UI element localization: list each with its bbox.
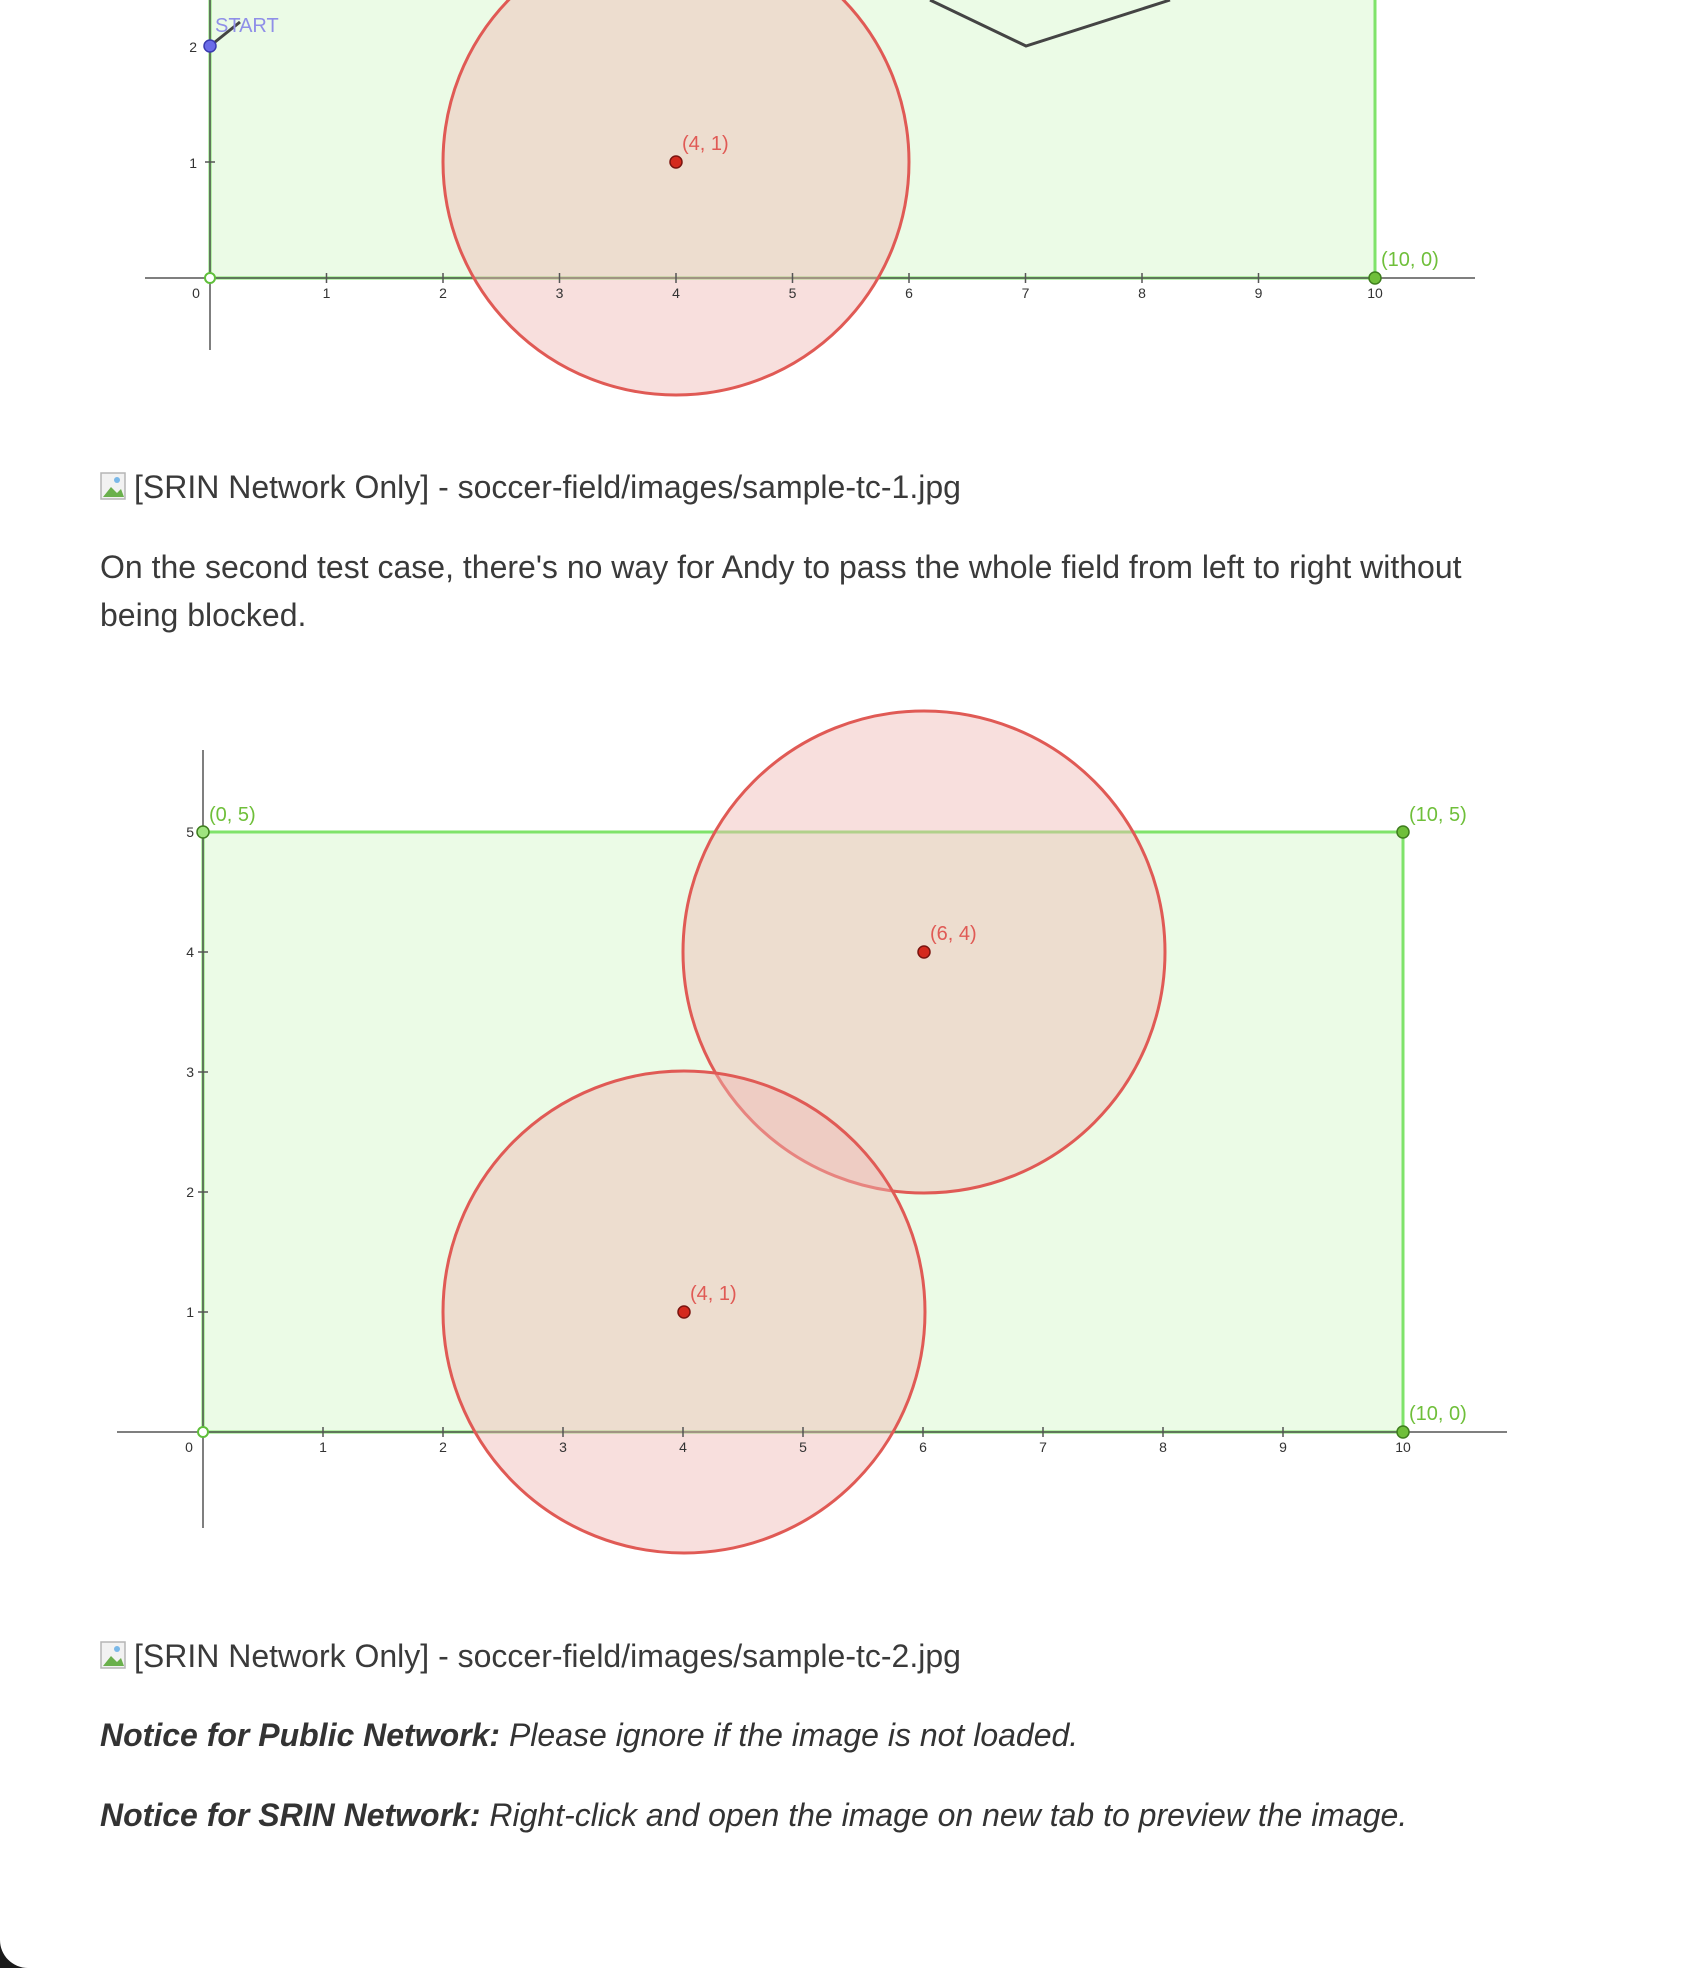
x-tick-label: 6 [905,285,913,301]
notice-public-label: Notice for Public Network: [100,1717,501,1753]
origin-point [204,272,216,284]
corner-top-right-point [1396,825,1410,839]
x-tick-label: 10 [1367,285,1383,301]
broken-image-icon [100,1640,132,1672]
circle-center-point [669,155,683,169]
corner-top-left-label: (0, 5) [209,804,256,826]
notice-srin-network: Notice for SRIN Network: Right-click and… [100,1797,1407,1834]
origin-point [197,1426,209,1438]
field-rectangle [208,0,1377,280]
x-ticks: 0 1 2 3 4 5 6 7 8 9 10 [185,1427,1411,1455]
x-tick-label: 7 [1039,1439,1047,1455]
start-label: START [215,15,279,37]
x-tick-label: 9 [1279,1439,1287,1455]
x-tick-label: 1 [323,285,331,301]
x-tick-label: 8 [1138,285,1146,301]
circle-a-center-label: (6, 4) [930,923,977,945]
circle-b-center-label: (4, 1) [690,1283,737,1305]
x-tick-label: 4 [679,1439,687,1455]
x-tick-label: 8 [1159,1439,1167,1455]
notice-srin-label: Notice for SRIN Network: [100,1797,481,1833]
figure-sample-tc-2: 1 2 3 4 5 0 1 2 3 4 5 6 7 8 9 10 (0, 5) (10, 5) (10, 0… [117,709,1507,1555]
x-tick-label: 2 [439,1439,447,1455]
circle-center-label: (4, 1) [682,133,729,155]
corner-bottom-right-label: (10, 0) [1409,1403,1467,1425]
image-alt-text: [SRIN Network Only] - soccer-field/image… [134,468,961,505]
paragraph-second-test-case: On the second test case, there's no way … [100,549,1462,633]
path-line-right [929,0,1171,48]
y-tick-label: 4 [186,944,194,960]
y-tick-label: 3 [186,1064,194,1080]
x-tick-label: 2 [439,285,447,301]
image-alt-1[interactable]: [SRIN Network Only] - soccer-field/image… [100,466,961,508]
x-tick-label: 5 [799,1439,807,1455]
x-tick-label: 0 [185,1439,193,1455]
x-tick-label: 7 [1022,285,1030,301]
broken-image-icon [100,471,132,503]
corner-point [1368,271,1382,285]
x-tick-label: 5 [789,285,797,301]
x-tick-label: 6 [919,1439,927,1455]
x-tick-label: 10 [1395,1439,1411,1455]
notice-public-network: Notice for Public Network: Please ignore… [100,1717,1078,1754]
corner-top-right-label: (10, 5) [1409,804,1467,826]
start-point [203,39,217,53]
y-tick-2: 2 [189,39,197,55]
window-corner [0,1938,30,1968]
x-tick-label: 3 [556,285,564,301]
figure-sample-tc-1: 2 1 0 1 2 3 4 5 6 7 8 9 10 START (4, 1) (10, 0) [145,0,1475,397]
corner-top-left-point [196,825,210,839]
x-tick-label: 1 [319,1439,327,1455]
corner-label: (10, 0) [1381,249,1439,271]
notice-srin-text: Right-click and open the image on new ta… [480,1797,1408,1833]
corner-bottom-right-point [1396,1425,1410,1439]
y-tick-label: 2 [186,1184,194,1200]
x-tick-label: 0 [192,285,200,301]
notice-public-text: Please ignore if the image is not loaded… [500,1717,1079,1753]
y-tick-1: 1 [189,155,197,171]
x-tick-label: 4 [672,285,680,301]
blocker-circle [441,0,911,397]
field-rectangle [201,830,1405,1434]
image-alt-text: [SRIN Network Only] - soccer-field/image… [134,1637,961,1674]
circle-a-center-point [917,945,931,959]
x-tick-label: 3 [559,1439,567,1455]
image-alt-2[interactable]: [SRIN Network Only] - soccer-field/image… [100,1635,961,1677]
y-tick-label: 5 [186,824,194,840]
circle-b-center-point [677,1305,691,1319]
y-tick-label: 1 [186,1304,194,1320]
x-tick-label: 9 [1255,285,1263,301]
